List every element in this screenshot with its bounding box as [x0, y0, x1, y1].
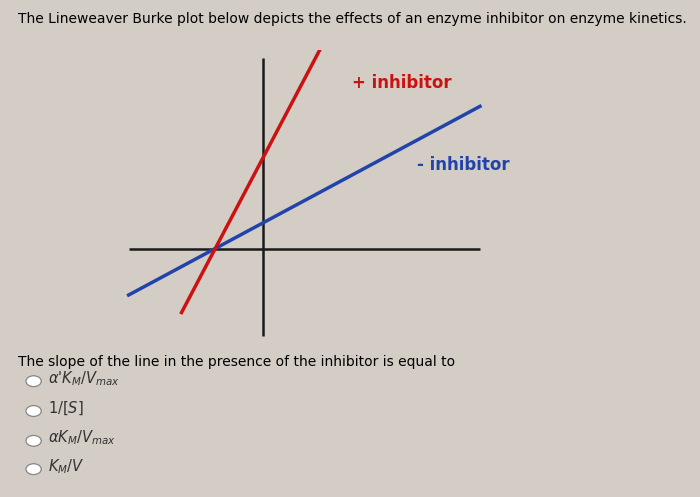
Text: $\alpha K_M/V_{max}$: $\alpha K_M/V_{max}$ — [48, 428, 116, 447]
Text: $\alpha$'$K_M/V_{max}$: $\alpha$'$K_M/V_{max}$ — [48, 369, 120, 388]
Text: + inhibitor: + inhibitor — [352, 74, 452, 91]
Text: The slope of the line in the presence of the inhibitor is equal to: The slope of the line in the presence of… — [18, 355, 454, 369]
Text: The Lineweaver Burke plot below depicts the effects of an enzyme inhibitor on en: The Lineweaver Burke plot below depicts … — [18, 12, 686, 26]
Text: $K_M/V$: $K_M/V$ — [48, 457, 84, 476]
Text: - inhibitor: - inhibitor — [417, 156, 510, 174]
Text: $1/[S]$: $1/[S]$ — [48, 400, 83, 417]
